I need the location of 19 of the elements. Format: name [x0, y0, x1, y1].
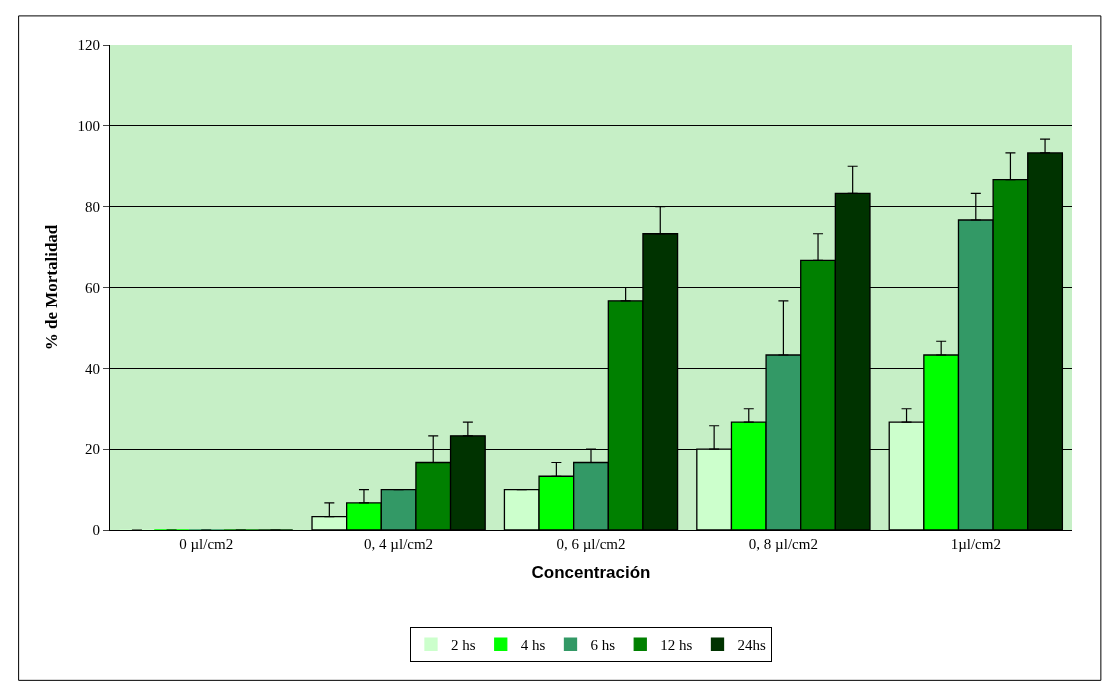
y-tick-label: 20: [85, 441, 100, 458]
x-tick-label: 0, 6 µl/cm2: [556, 536, 626, 552]
y-tick-label: 80: [85, 198, 100, 215]
x-tick-label: 0, 8 µl/cm2: [748, 536, 818, 552]
legend-label: 6 hs: [590, 637, 616, 654]
y-tick-label: 100: [77, 118, 100, 135]
y-axis-title: % de Mortalidad: [42, 224, 62, 351]
y-tick-label: 120: [77, 37, 100, 54]
y-tick-label: 0: [92, 522, 100, 539]
legend-label: 2 hs: [451, 637, 476, 654]
x-tick-label: 1µl/cm2: [950, 536, 1001, 552]
legend-label: 12 hs: [660, 637, 693, 654]
x-axis-title: Concentración: [531, 563, 651, 583]
legend-label: 24hs: [737, 637, 766, 654]
y-tick-label: 60: [85, 279, 100, 296]
x-tick-label: 0 µl/cm2: [179, 536, 234, 552]
x-tick-label: 0, 4 µl/cm2: [364, 536, 434, 552]
legend-label: 4 hs: [520, 637, 546, 654]
y-tick-label: 40: [85, 360, 100, 377]
